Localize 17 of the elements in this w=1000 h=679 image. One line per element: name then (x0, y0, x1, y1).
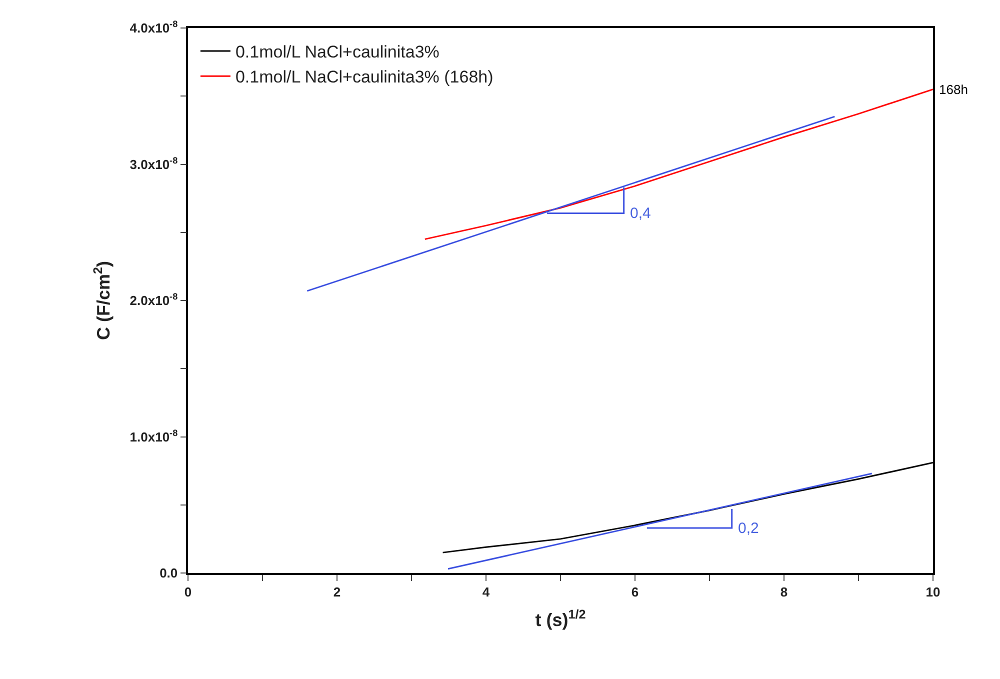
x-tick-label: 2 (333, 584, 341, 600)
y-tick-label: 4.0x10$^{-8}$ (130, 19, 178, 36)
x-tick-label: 8 (780, 584, 788, 600)
legend-label: 0.1mol/L NaCl+caulinita3% (168h) (235, 68, 494, 87)
x-tick-label: 6 (631, 584, 639, 600)
annotation: 0,4 (630, 205, 651, 222)
y-tick-label: 1.0x10$^{-8}$ (130, 428, 178, 444)
x-tick-label: 0 (184, 584, 192, 600)
legend-label: 0.1mol/L NaCl+caulinita3% (235, 42, 440, 62)
x-tick-label: 10 (926, 584, 940, 600)
x-axis-title: t (s)$^{1/2}$ (535, 607, 586, 630)
x-tick-label: 4 (482, 584, 490, 600)
annotation: 0,2 (738, 520, 759, 537)
annotation: 168h (939, 82, 968, 97)
y-tick-label: 3.0x10$^{-8}$ (130, 155, 178, 172)
y-tick-label: 0.0 (160, 566, 178, 581)
y-tick-label: 2.0x10$^{-8}$ (130, 292, 178, 308)
